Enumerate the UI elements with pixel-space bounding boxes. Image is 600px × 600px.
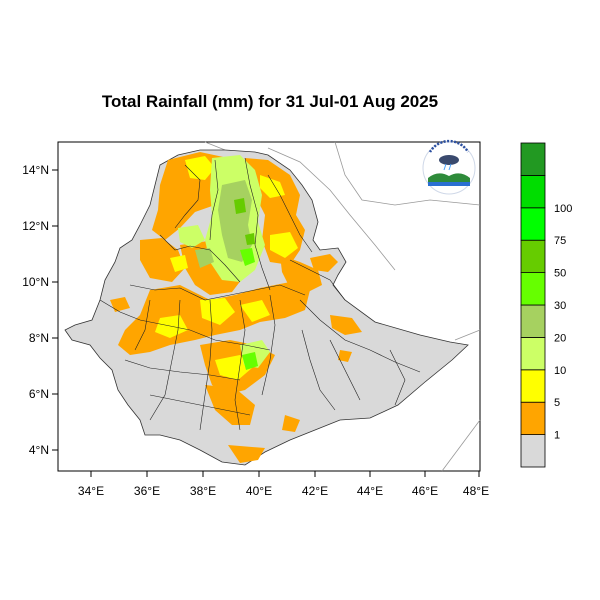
lon-tick-label: 36°E bbox=[134, 484, 160, 498]
lon-tick-label: 44°E bbox=[357, 484, 383, 498]
rainfall-band-30-50 bbox=[240, 248, 258, 370]
lat-tick-label: 6°N bbox=[29, 387, 49, 401]
colorbar-label: 75 bbox=[554, 235, 566, 247]
admin-boundaries bbox=[99, 157, 421, 431]
lon-tick-marks bbox=[90, 471, 480, 477]
rainfall-band-5-10 bbox=[155, 156, 298, 380]
lat-tick-label: 12°N bbox=[22, 219, 49, 233]
colorbar-box bbox=[520, 207, 546, 241]
colorbar-box bbox=[520, 272, 546, 306]
lon-tick-label: 42°E bbox=[302, 484, 328, 498]
colorbar-box bbox=[520, 336, 546, 371]
colorbar-box bbox=[520, 174, 546, 209]
lat-tick-label: 4°N bbox=[29, 443, 49, 457]
lon-tick-label: 46°E bbox=[412, 484, 438, 498]
neighbor-borders bbox=[204, 141, 481, 472]
colorbar-box bbox=[520, 239, 546, 273]
colorbar-box bbox=[520, 304, 546, 338]
lat-tick-label: 8°N bbox=[29, 331, 49, 345]
lon-tick-label: 34°E bbox=[78, 484, 104, 498]
colorbar-label: 1 bbox=[554, 430, 560, 442]
colorbar-label: 20 bbox=[554, 332, 566, 344]
lat-tick-label: 14°N bbox=[22, 163, 49, 177]
lat-tick-label: 10°N bbox=[22, 275, 49, 289]
lon-tick-label: 38°E bbox=[190, 484, 216, 498]
rainfall-band-50-75 bbox=[234, 198, 255, 245]
colorbar-label: 10 bbox=[554, 365, 566, 377]
colorbar-label: 50 bbox=[554, 268, 566, 280]
colorbar-box bbox=[520, 142, 546, 176]
colorbar-label: 5 bbox=[554, 397, 560, 409]
colorbar: 1 5 10 20 30 50 75 100 bbox=[520, 142, 572, 468]
colorbar-box bbox=[520, 434, 546, 468]
institute-logo bbox=[422, 139, 476, 195]
lon-tick-label: 40°E bbox=[246, 484, 272, 498]
map-title: Total Rainfall (mm) for 31 Jul-01 Aug 20… bbox=[101, 92, 439, 111]
colorbar-label: 100 bbox=[554, 203, 572, 215]
lat-tick-marks bbox=[52, 169, 58, 451]
colorbar-box bbox=[520, 369, 546, 403]
colorbar-box bbox=[520, 401, 546, 436]
lon-tick-label: 48°E bbox=[463, 484, 489, 498]
colorbar-label: 30 bbox=[554, 300, 566, 312]
